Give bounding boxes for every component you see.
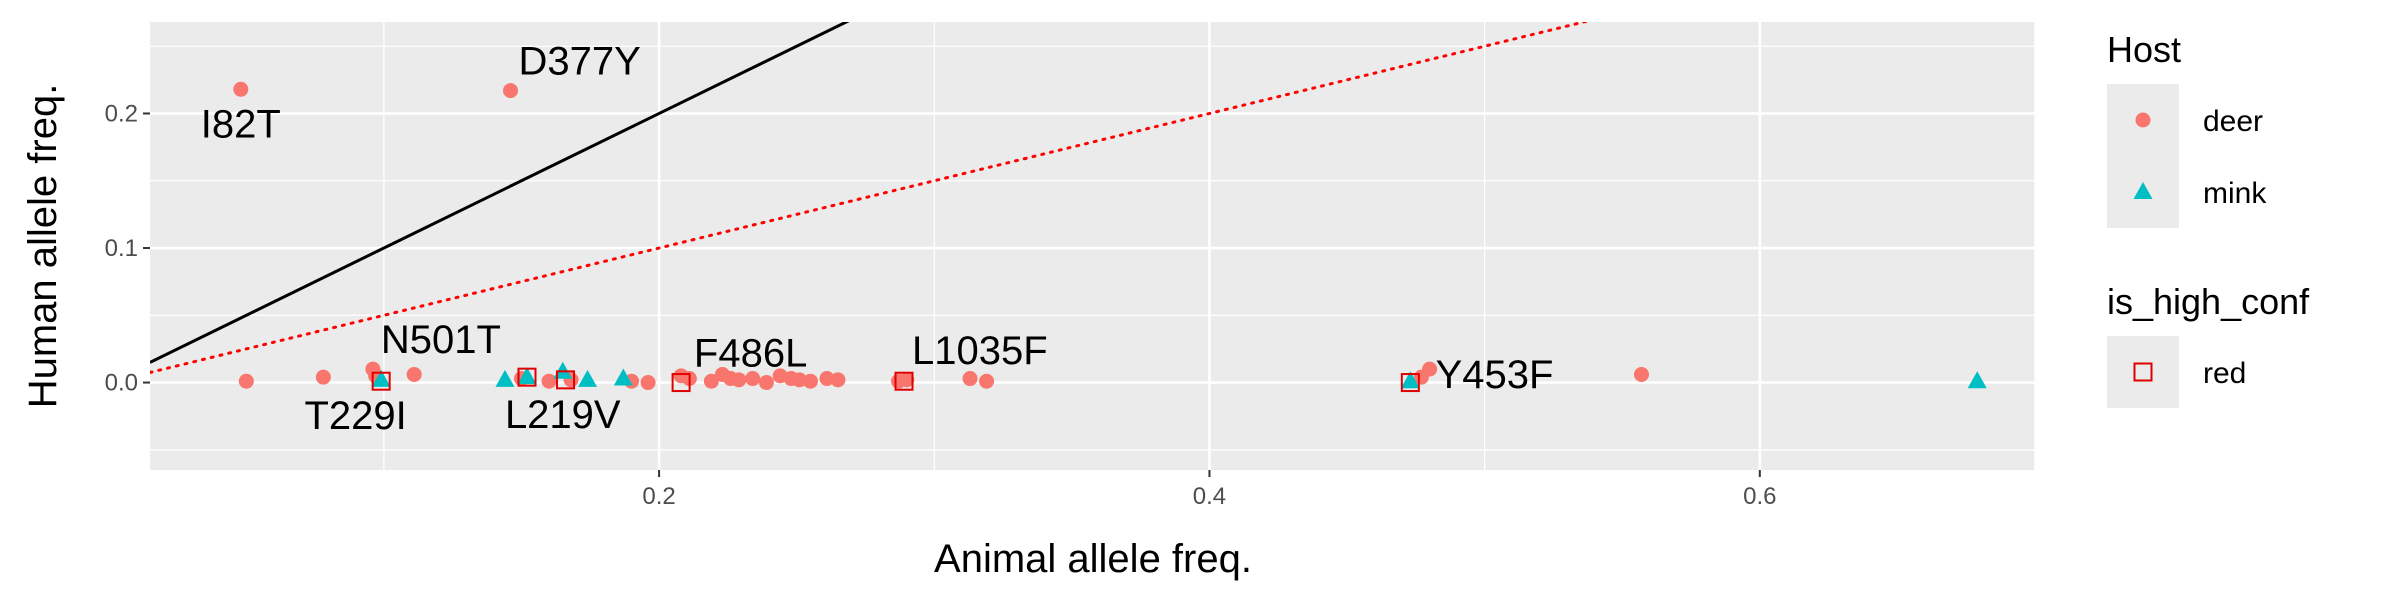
plot-panel (150, 22, 2035, 470)
point-deer (1422, 361, 1438, 377)
point-deer (791, 372, 807, 388)
point-mink (371, 369, 391, 387)
high-confidence-markers (371, 367, 1420, 393)
point-deer (899, 372, 915, 388)
point-deer (238, 373, 254, 389)
legend-label: mink (2203, 177, 2267, 210)
half-ratio-line (150, 22, 1591, 374)
high-conf-marker (556, 370, 576, 390)
point-label: D377Y (518, 40, 640, 84)
point-deer (802, 373, 818, 389)
y-tick-label: 0.0 (105, 370, 138, 397)
point-label: T229I (305, 394, 407, 438)
point-deer (819, 371, 835, 387)
point-label: L1035F (912, 329, 1048, 373)
reference-lines (150, 22, 1591, 374)
point-mink (1967, 371, 1987, 389)
point-mink (517, 367, 537, 385)
x-tick-label: 0.4 (1193, 483, 1226, 510)
point-label: I82T (201, 102, 281, 146)
point-label: N501T (381, 318, 501, 362)
point-labels: I82T D377Y N501T T229I L219V F486L L1035F Y453F (201, 40, 1554, 439)
point-deer (979, 373, 995, 389)
point-deer (315, 369, 331, 385)
x-tick-label: 0.2 (642, 483, 675, 510)
legend-title: Host (2107, 29, 2181, 70)
point-deer (640, 375, 656, 391)
point-mink (613, 368, 633, 386)
high-conf-marker (671, 373, 691, 393)
point-deer (830, 372, 846, 388)
high-conf-marker (517, 367, 537, 387)
y-tick-label: 0.1 (105, 235, 138, 262)
y-axis-title: Human allele freq. (21, 84, 65, 409)
point-mink (578, 369, 598, 387)
point-deer (962, 371, 978, 387)
legend-title: is_high_conf (2107, 281, 2310, 322)
point-deer (745, 371, 761, 387)
point-deer (731, 372, 747, 388)
legend-key-bg (2107, 336, 2179, 408)
legend-key-triangle (2133, 182, 2153, 199)
point-deer (233, 81, 249, 97)
point-deer (758, 375, 774, 391)
identity-line (150, 22, 850, 364)
point-deer (406, 366, 422, 382)
point-deer (541, 373, 557, 389)
x-tick-label: 0.6 (1743, 483, 1776, 510)
x-axis-title: Animal allele freq. (934, 537, 1252, 581)
high-conf-marker (894, 371, 914, 391)
y-tick-label: 0.2 (105, 100, 138, 127)
point-label: Y453F (1436, 353, 1554, 397)
legend-key-square (2133, 362, 2153, 382)
point-deer (703, 373, 719, 389)
point-deer (1633, 366, 1649, 382)
legend-label: red (2203, 357, 2246, 390)
point-deer (502, 83, 518, 99)
point-mink (495, 369, 515, 387)
point-mink (1400, 371, 1420, 389)
high-conf-marker (1400, 373, 1420, 393)
axis-ticks: 0.2 0.4 0.6 0.0 0.1 0.2 (105, 100, 1777, 510)
grid-lines (150, 22, 2036, 470)
high-conf-marker (371, 371, 391, 391)
legend-label: deer (2203, 105, 2263, 138)
legend-key-circle (2135, 112, 2151, 128)
point-label: F486L (694, 332, 807, 376)
point-label: L219V (505, 393, 621, 437)
